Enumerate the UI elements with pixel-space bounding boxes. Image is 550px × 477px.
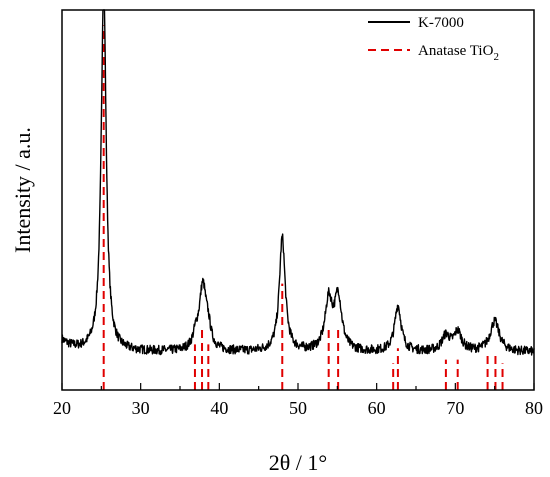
- legend-label-anatase: Anatase TiO2: [418, 43, 499, 63]
- y-axis-label: Intensity / a.u.: [10, 127, 35, 253]
- x-tick-label: 30: [132, 398, 150, 418]
- x-tick-label: 80: [525, 398, 543, 418]
- legend: K-7000 Anatase TiO2: [368, 15, 499, 63]
- legend-label-k7000: K-7000: [418, 15, 464, 31]
- x-tick-label: 40: [210, 398, 228, 418]
- x-tick-labels: 20 30 40 50 60 70 80: [53, 398, 543, 418]
- reference-lines-group: [102, 25, 504, 390]
- plot-frame: [61, 9, 535, 391]
- x-tick-label: 50: [289, 398, 307, 418]
- k7000-series-line: [61, 9, 535, 356]
- x-tick-label: 70: [446, 398, 464, 418]
- legend-label-anatase-main: Anatase TiO: [418, 43, 494, 59]
- legend-label-anatase-subscript: 2: [493, 51, 499, 63]
- axis-ticks-group: [61, 383, 535, 390]
- x-tick-label: 60: [368, 398, 386, 418]
- x-tick-label: 20: [53, 398, 71, 418]
- x-axis-label: 2θ / 1°: [269, 450, 327, 475]
